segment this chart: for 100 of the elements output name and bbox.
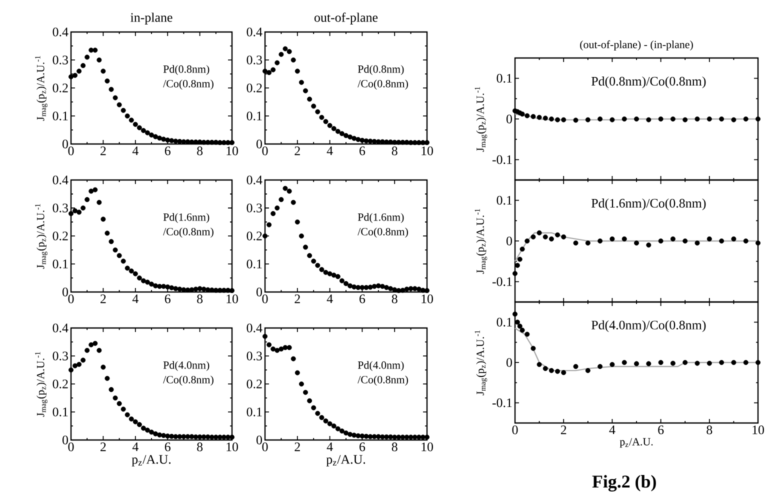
point xyxy=(290,356,296,362)
point xyxy=(193,286,198,292)
x-tick-label: 10 xyxy=(226,294,238,304)
point xyxy=(360,285,365,290)
point xyxy=(368,284,373,290)
point xyxy=(548,236,554,242)
point xyxy=(225,434,230,440)
point xyxy=(221,434,226,440)
y-tick-label: 0 xyxy=(62,436,68,444)
point xyxy=(319,415,324,420)
point xyxy=(610,236,615,242)
point xyxy=(100,216,106,222)
point xyxy=(104,230,110,236)
point xyxy=(315,262,320,268)
point xyxy=(344,133,348,138)
point xyxy=(205,434,210,440)
point xyxy=(424,434,430,440)
x-tick-label: 2 xyxy=(294,294,300,304)
point xyxy=(756,360,760,365)
x-tick-label: 0 xyxy=(512,426,518,434)
x-tick-label: 0 xyxy=(262,146,268,156)
point xyxy=(670,236,676,242)
caption: Fig.2 (b) xyxy=(592,475,656,492)
point xyxy=(598,116,603,122)
point xyxy=(84,197,90,202)
point xyxy=(104,376,110,381)
point xyxy=(161,433,166,438)
point xyxy=(323,418,328,424)
point xyxy=(368,138,373,144)
point xyxy=(360,138,365,143)
point xyxy=(524,238,530,244)
point xyxy=(658,238,664,244)
x-tick-label: 8 xyxy=(706,426,712,434)
point xyxy=(197,434,202,440)
point xyxy=(189,434,194,440)
x-tick-label: 6 xyxy=(164,146,170,156)
point xyxy=(132,419,138,424)
point xyxy=(344,430,348,436)
point xyxy=(201,434,206,440)
point xyxy=(327,421,332,426)
point xyxy=(319,114,324,120)
y-tick-label: 0 xyxy=(506,236,512,246)
point xyxy=(388,286,394,292)
point xyxy=(634,361,639,366)
point xyxy=(303,390,308,395)
point xyxy=(658,360,664,365)
point xyxy=(561,370,566,376)
point xyxy=(96,58,102,62)
point xyxy=(80,358,86,363)
y-tick-label: 0.2 xyxy=(246,380,262,388)
point xyxy=(573,364,578,370)
point xyxy=(311,104,316,109)
point xyxy=(392,434,398,440)
point xyxy=(376,434,381,440)
chart-title: (out-of-plane) - (in-plane) xyxy=(580,40,693,50)
point xyxy=(225,288,230,293)
point xyxy=(173,286,178,292)
point xyxy=(368,434,373,440)
point xyxy=(622,236,627,242)
y-tick-label: -0.1 xyxy=(492,155,512,164)
point xyxy=(364,138,369,144)
x-tick-label: 0 xyxy=(68,294,74,304)
y-tick-label: 0.3 xyxy=(52,204,68,212)
point xyxy=(524,113,530,118)
y-tick-label: 0 xyxy=(62,288,68,296)
point xyxy=(530,346,536,351)
point xyxy=(286,188,292,194)
point xyxy=(646,117,652,122)
point xyxy=(185,434,190,440)
point xyxy=(311,258,316,264)
point xyxy=(520,246,525,252)
point xyxy=(149,430,154,435)
point xyxy=(315,109,320,114)
point xyxy=(165,434,170,439)
y-tick-label: 0 xyxy=(256,288,262,296)
point xyxy=(169,285,174,290)
y-tick-label: 0.2 xyxy=(52,380,68,388)
point xyxy=(213,288,218,293)
x-tick-label: 10 xyxy=(422,294,433,304)
x-tick-label: 6 xyxy=(360,442,366,452)
x-axis-title: p$_{z}$/A.U. xyxy=(132,455,171,466)
x-axis-title: p$_{z}$/A.U. xyxy=(326,455,366,466)
x-tick-label: 6 xyxy=(164,442,170,452)
x-tick-label: 0 xyxy=(262,294,268,304)
point xyxy=(144,280,150,285)
point xyxy=(331,126,336,132)
annotation: /Co(0.8nm) xyxy=(358,80,408,90)
point xyxy=(682,238,688,244)
x-tick-label: 2 xyxy=(560,426,566,434)
point xyxy=(327,271,332,276)
y-tick-label: 0.1 xyxy=(52,260,68,268)
x-tick-label: 6 xyxy=(164,294,170,304)
point xyxy=(270,211,276,216)
point xyxy=(408,286,414,292)
point xyxy=(412,140,418,146)
point xyxy=(561,117,566,122)
point xyxy=(221,288,226,293)
y-tick-label: 0.4 xyxy=(246,176,262,184)
point xyxy=(400,434,406,440)
point xyxy=(706,116,712,122)
